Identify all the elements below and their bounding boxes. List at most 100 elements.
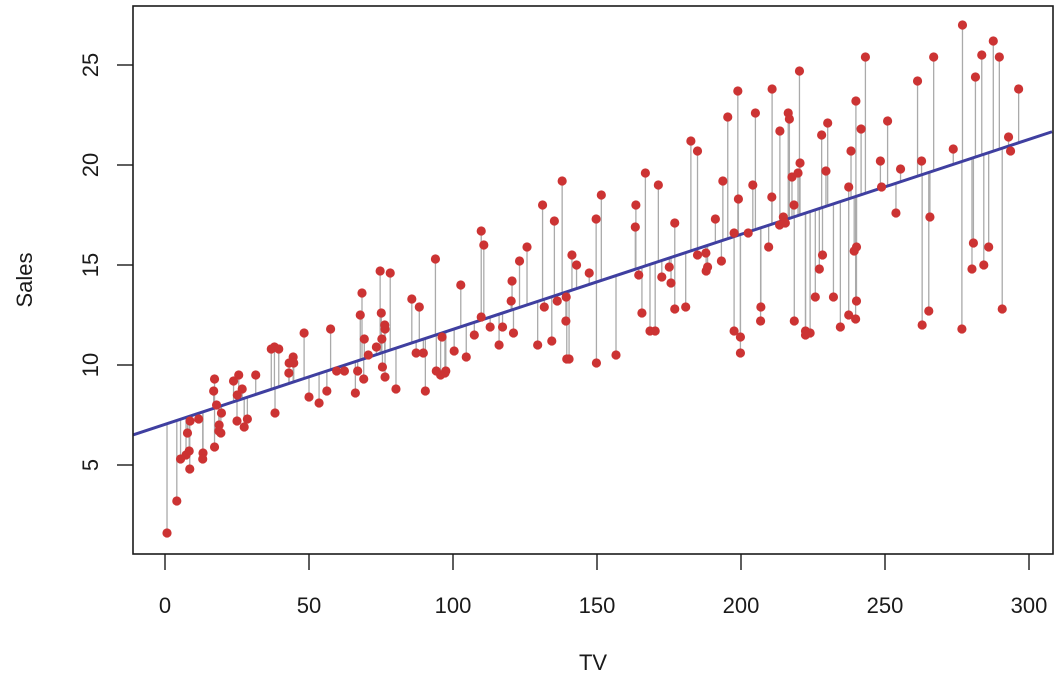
data-point <box>547 336 557 346</box>
data-point <box>795 158 805 168</box>
data-point <box>851 296 862 306</box>
data-point <box>375 266 385 276</box>
data-point <box>476 312 486 322</box>
data-point <box>591 358 602 368</box>
data-point <box>485 322 495 332</box>
x-axis: 0 50 100 150 200 250 300 <box>159 554 1047 618</box>
data-point <box>561 316 571 326</box>
data-point <box>957 324 967 334</box>
data-point <box>1003 132 1014 142</box>
data-point <box>1005 146 1016 156</box>
data-point <box>562 354 572 364</box>
data-point <box>997 304 1007 314</box>
data-point <box>211 400 222 410</box>
y-tick-label: 25 <box>78 53 103 77</box>
data-point <box>571 260 582 270</box>
data-point <box>479 240 489 250</box>
data-point <box>957 20 968 30</box>
plot-frame <box>132 5 1054 555</box>
data-point <box>637 308 647 318</box>
data-point <box>631 200 641 210</box>
y-axis: 5 10 15 20 25 <box>78 53 133 471</box>
data-point <box>537 200 548 210</box>
x-axis-title: TV <box>579 650 607 675</box>
x-tick-label: 300 <box>1011 593 1048 618</box>
data-point <box>784 114 794 124</box>
data-point <box>640 168 650 178</box>
data-point <box>875 156 885 166</box>
data-point <box>274 344 284 354</box>
data-point <box>984 242 994 252</box>
data-point <box>851 96 861 106</box>
data-point <box>851 314 861 324</box>
y-tick-label: 10 <box>78 353 103 377</box>
data-point <box>359 374 369 384</box>
data-point <box>420 386 430 396</box>
data-point <box>209 442 220 452</box>
data-point <box>184 446 194 456</box>
x-tick-label: 150 <box>579 593 616 618</box>
data-point <box>917 320 927 330</box>
data-point <box>284 368 294 378</box>
data-point <box>729 228 739 238</box>
data-point <box>723 112 733 122</box>
data-point <box>733 194 744 204</box>
data-point <box>237 384 247 394</box>
data-point <box>497 322 508 332</box>
data-point <box>185 464 195 474</box>
data-point <box>650 326 660 336</box>
data-point <box>567 250 577 260</box>
data-point <box>692 146 703 156</box>
data-point <box>353 366 363 376</box>
data-point <box>764 242 774 252</box>
data-point <box>175 454 186 464</box>
data-point <box>810 292 820 302</box>
data-point <box>172 496 182 506</box>
data-point <box>716 256 727 266</box>
data-point <box>350 388 360 398</box>
data-point <box>666 278 676 288</box>
data-point <box>407 294 417 304</box>
data-point <box>988 36 998 46</box>
data-point <box>449 346 459 356</box>
data-point <box>339 366 350 376</box>
data-point <box>418 348 428 358</box>
data-point <box>948 144 958 154</box>
data-point <box>686 136 696 146</box>
data-point <box>664 262 674 272</box>
data-point <box>1014 84 1024 94</box>
data-point <box>849 246 859 256</box>
data-point <box>326 324 336 334</box>
data-point <box>789 200 799 210</box>
data-point <box>789 316 799 326</box>
data-point <box>701 248 711 258</box>
data-point <box>371 342 381 352</box>
data-point <box>314 398 324 408</box>
data-point <box>634 270 644 280</box>
data-point <box>891 208 901 218</box>
data-point <box>710 214 720 224</box>
data-point <box>780 218 790 228</box>
data-point <box>735 348 746 358</box>
data-point <box>322 386 332 396</box>
data-point <box>380 320 390 330</box>
data-point <box>289 358 299 368</box>
data-point <box>216 408 227 418</box>
data-point <box>767 192 777 202</box>
data-point <box>924 306 934 316</box>
data-point <box>239 422 249 432</box>
data-point <box>377 334 387 344</box>
data-point <box>185 416 195 426</box>
data-point <box>748 180 758 190</box>
data-point <box>755 316 766 326</box>
data-point <box>596 190 606 200</box>
x-tick-label: 200 <box>723 593 760 618</box>
data-point <box>232 416 242 426</box>
x-tick-label: 0 <box>159 593 171 618</box>
data-point <box>514 256 525 266</box>
y-tick-label: 15 <box>78 253 103 277</box>
data-point <box>817 250 828 260</box>
data-point <box>162 528 172 538</box>
data-point <box>561 292 571 302</box>
